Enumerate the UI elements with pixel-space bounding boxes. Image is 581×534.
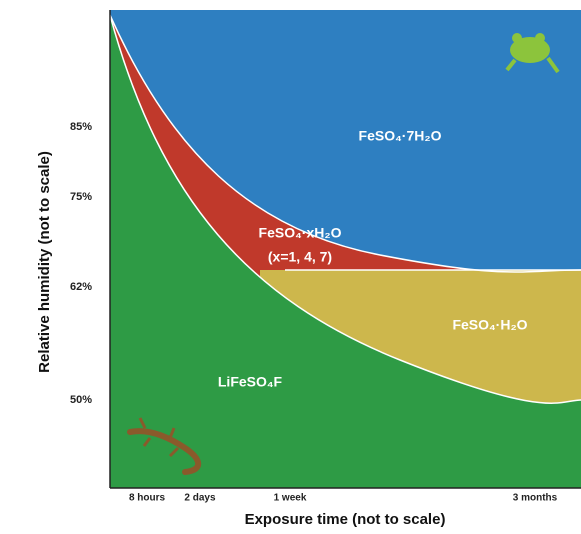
y-tick-label: 62% [70,281,92,293]
region-label: FeSO₄·7H₂O [359,128,442,144]
x-tick-label: 3 months [513,493,558,504]
y-tick-label: 85% [70,121,92,133]
y-axis-title: Relative humidity (not to scale) [36,151,53,373]
diagram: 85% 75% 62% 50% 8 hours 2 days 1 week 3 … [0,0,581,534]
x-tick-label: 2 days [184,493,216,504]
region-label: FeSO₄·xH₂O [259,225,342,241]
y-tick-label: 75% [70,191,92,203]
region-label: FeSO₄·H₂O [452,317,527,333]
region-label: LiFeSO₄F [218,374,283,390]
x-axis-title: Exposure time (not to scale) [245,511,446,528]
x-tick-label: 8 hours [129,493,166,504]
y-tick-label: 50% [70,394,92,406]
page: 85% 75% 62% 50% 8 hours 2 days 1 week 3 … [0,0,581,534]
x-tick-label: 1 week [274,493,307,504]
region-note: (x=1, 4, 7) [268,249,332,265]
